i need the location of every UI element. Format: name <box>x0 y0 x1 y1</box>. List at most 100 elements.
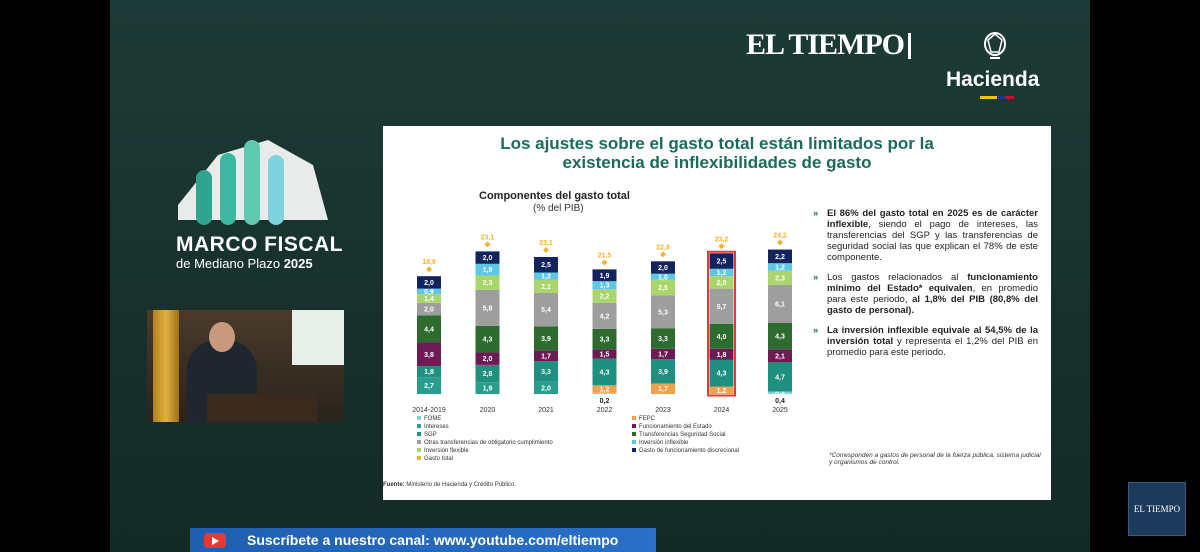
category-tick-label: 2014-2019 <box>412 407 446 414</box>
bar-segment <box>709 276 734 289</box>
youtube-icon[interactable] <box>204 533 226 548</box>
bar-segment <box>592 269 617 282</box>
data-label: 3,3 <box>600 337 610 344</box>
data-label: 4,3 <box>483 337 493 344</box>
legend-swatch <box>632 448 636 453</box>
data-label: 5,8 <box>483 305 493 312</box>
data-label: 4,3 <box>600 369 610 376</box>
data-label: 1,8 <box>717 352 727 359</box>
bar-segment <box>534 381 558 394</box>
bar-segment <box>709 253 734 269</box>
bar-segment <box>417 294 441 303</box>
note-2-text2: , en promedio para este periodo, <box>827 283 1038 305</box>
el-tiempo-logo: EL TIEMPO <box>746 28 905 61</box>
data-label: 1,2 <box>600 387 610 394</box>
ticker-text[interactable]: Suscríbete a nuestro canal: www.youtube.… <box>247 532 619 548</box>
gasto-total-label: 18,9 <box>422 259 436 266</box>
note-2-bold1: funcionamiento mínimo del Estado* equiva… <box>827 272 1038 294</box>
bar-segment <box>768 391 792 394</box>
legend-swatch <box>417 432 421 437</box>
bar-segment <box>417 288 441 295</box>
bar-segment <box>709 359 734 387</box>
gasto-total-marker <box>426 266 432 273</box>
bar-segment <box>534 279 558 293</box>
note-2: » Los gastos relacionados al funcionamien… <box>813 272 1038 316</box>
data-label: 1,2 <box>541 274 551 281</box>
event-subtitle-prefix: de Mediano Plazo <box>176 256 281 271</box>
bar-segment <box>651 261 675 274</box>
gasto-total-marker <box>543 246 549 253</box>
legend-swatch <box>417 456 421 461</box>
bar-segment <box>651 279 675 296</box>
data-label: 2,5 <box>541 262 551 269</box>
note-1-text: , siendo el pago de intereses, las trans… <box>827 219 1038 263</box>
data-label: 4,4 <box>424 326 434 333</box>
data-label: 1,7 <box>658 352 668 359</box>
bar-segment <box>768 270 792 285</box>
gasto-total-marker <box>484 241 491 248</box>
legend-item: Gasto total <box>417 456 453 462</box>
bullet-icon: » <box>813 208 819 219</box>
bar-segment <box>534 350 558 362</box>
bar-segment <box>534 361 558 382</box>
bar-segment <box>768 249 792 264</box>
bar-segment <box>475 289 500 326</box>
category-tick-label: 2025 <box>772 407 788 414</box>
curtain <box>153 310 179 422</box>
data-label: 6,1 <box>775 301 785 308</box>
source-text: Ministerio de Hacienda y Crédito Público… <box>406 482 517 488</box>
data-label: 5,7 <box>717 304 727 311</box>
data-label: 0,2 <box>600 391 610 398</box>
slide-title-line1: Los ajustes sobre el gasto total están l… <box>500 134 934 153</box>
bar-segment <box>417 276 441 289</box>
legend-item: SGP <box>417 432 437 438</box>
bar-segment <box>475 325 500 353</box>
legend-label: Intereses <box>424 424 449 430</box>
bar-segment <box>651 383 675 394</box>
data-label: 4,7 <box>775 374 785 381</box>
data-label: 1,7 <box>541 353 551 360</box>
legend-swatch <box>632 424 636 429</box>
gasto-total-marker <box>777 239 783 246</box>
data-label: 2,3 <box>775 275 785 282</box>
bar-segment <box>475 364 500 383</box>
legend-swatch <box>632 440 636 445</box>
data-label: 2,0 <box>424 307 434 314</box>
bar-segment <box>417 302 441 316</box>
legend-label: Otras transferencias de obligatorio cump… <box>424 440 553 446</box>
gasto-total-label: 23,2 <box>715 236 729 243</box>
data-label: 2,2 <box>600 294 610 301</box>
slide-source: Fuente: Ministerio de Hacienda y Crédito… <box>383 482 516 488</box>
subscribe-ticker[interactable]: Suscríbete a nuestro canal: www.youtube.… <box>190 528 656 552</box>
data-label: 3,9 <box>658 369 668 376</box>
category-tick-label: 2021 <box>538 407 554 414</box>
bar-segment <box>651 295 675 329</box>
legend-item: Inversión flexible <box>417 448 469 454</box>
data-label: 1,4 <box>424 296 434 303</box>
legend-swatch <box>632 432 636 437</box>
legend-item: Gasto de funcionamiento discrecional <box>632 448 739 454</box>
bar-segment <box>651 348 675 360</box>
bar-segment <box>475 382 500 394</box>
corner-logo: EL TIEMPO <box>1128 482 1186 536</box>
bar-segment <box>475 263 500 276</box>
legend-label: Funcionamiento del Estado <box>639 424 712 430</box>
bar-segment <box>592 392 617 394</box>
data-label: 4,3 <box>775 334 785 341</box>
data-label: 4,2 <box>600 313 610 320</box>
bar-segment <box>417 342 441 367</box>
data-label: 2,8 <box>483 371 493 378</box>
legend-item: FOME <box>417 416 441 422</box>
legend-swatch <box>417 424 421 429</box>
legend-item: Inversión inflexible <box>632 440 688 446</box>
bar-segment <box>592 349 617 359</box>
data-label: 1,9 <box>600 273 610 280</box>
bar-segment <box>592 358 617 386</box>
bar-segment <box>592 281 617 290</box>
bar-segment <box>768 263 792 271</box>
data-label: 1,7 <box>658 386 668 393</box>
legend-swatch <box>632 416 636 421</box>
source-label: Fuente: <box>383 482 405 488</box>
below-label: 0,4 <box>775 398 785 405</box>
data-label: 2,2 <box>775 254 785 261</box>
